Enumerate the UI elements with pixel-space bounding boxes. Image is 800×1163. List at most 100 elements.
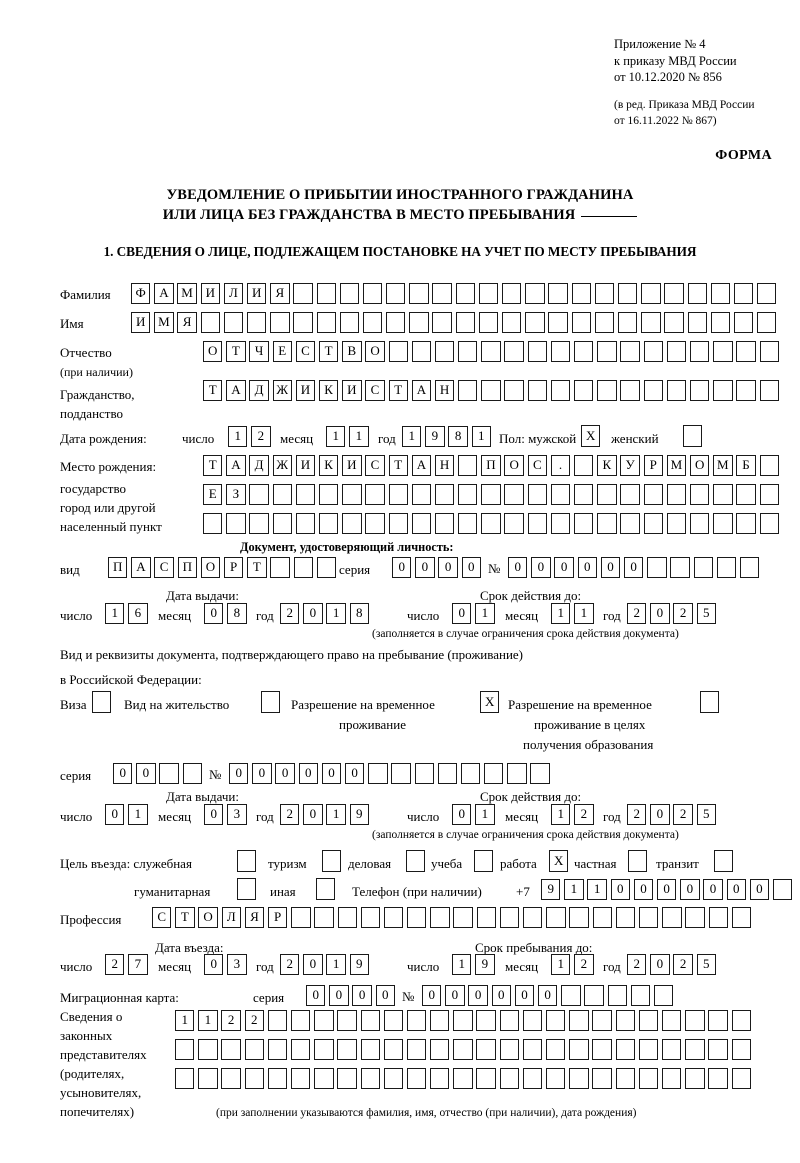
char-cell[interactable]	[757, 312, 777, 333]
char-cell[interactable]: О	[198, 907, 218, 928]
char-cell[interactable]: Н	[434, 455, 455, 476]
char-cell[interactable]	[638, 1010, 659, 1031]
checkbox-sex-male[interactable]: X	[581, 425, 601, 447]
char-cell[interactable]	[546, 1039, 566, 1060]
char-cell[interactable]	[527, 484, 548, 505]
char-cell[interactable]	[638, 1068, 659, 1089]
char-cell[interactable]	[411, 513, 432, 534]
char-cell[interactable]	[522, 1068, 543, 1089]
char-cell[interactable]	[638, 907, 659, 928]
char-cell[interactable]: 0	[344, 763, 365, 784]
char-cell[interactable]: 2	[627, 603, 647, 624]
char-cell[interactable]	[502, 283, 522, 304]
char-cell[interactable]: А	[411, 380, 432, 401]
char-cell[interactable]: И	[342, 455, 362, 476]
char-cell[interactable]: 0	[392, 557, 412, 578]
char-cell[interactable]: Д	[249, 455, 269, 476]
char-cell[interactable]	[504, 484, 524, 505]
char-cell[interactable]	[615, 1068, 635, 1089]
char-cell[interactable]	[687, 283, 707, 304]
char-cell[interactable]	[293, 283, 313, 304]
char-cell[interactable]	[685, 1039, 705, 1060]
char-cell[interactable]	[661, 1068, 682, 1089]
checkbox-purpose-private[interactable]	[628, 850, 648, 872]
char-cell[interactable]	[198, 1068, 218, 1089]
char-cell[interactable]: 0	[204, 954, 224, 975]
char-cell[interactable]: 2	[673, 603, 693, 624]
char-cell[interactable]	[249, 513, 269, 534]
char-cell[interactable]	[226, 513, 246, 534]
char-cell[interactable]	[476, 1068, 496, 1089]
char-cell[interactable]	[360, 1068, 380, 1089]
char-cell[interactable]: 0	[656, 879, 677, 900]
char-cell[interactable]	[620, 341, 640, 362]
char-cell[interactable]	[561, 985, 581, 1006]
char-cell[interactable]	[360, 1010, 380, 1031]
char-cell[interactable]	[522, 1039, 543, 1060]
checkbox-residence-permit[interactable]	[261, 691, 281, 713]
char-cell[interactable]: М	[713, 455, 733, 476]
char-cell[interactable]: 1	[587, 879, 607, 900]
char-cell[interactable]: К	[318, 380, 339, 401]
legal-rep-row-2-cells[interactable]	[175, 1039, 751, 1060]
char-cell[interactable]	[569, 1068, 589, 1089]
char-cell[interactable]: С	[152, 907, 172, 928]
char-cell[interactable]: 8	[448, 426, 468, 447]
char-cell[interactable]: 0	[445, 985, 465, 1006]
char-cell[interactable]: Т	[226, 341, 246, 362]
char-cell[interactable]: У	[620, 455, 640, 476]
char-cell[interactable]: 0	[577, 557, 597, 578]
char-cell[interactable]	[409, 312, 429, 333]
char-cell[interactable]	[430, 1068, 450, 1089]
char-cell[interactable]: 2	[673, 804, 693, 825]
char-cell[interactable]	[647, 557, 667, 578]
char-cell[interactable]	[499, 1039, 520, 1060]
char-cell[interactable]	[388, 341, 408, 362]
char-cell[interactable]	[272, 484, 292, 505]
char-cell[interactable]	[339, 312, 360, 333]
char-cell[interactable]	[295, 513, 316, 534]
char-cell[interactable]	[594, 312, 615, 333]
char-cell[interactable]: Б	[736, 455, 756, 476]
char-cell[interactable]	[620, 513, 640, 534]
char-cell[interactable]	[615, 1039, 635, 1060]
char-cell[interactable]	[713, 341, 733, 362]
char-cell[interactable]	[569, 1010, 589, 1031]
char-cell[interactable]	[571, 283, 591, 304]
char-cell[interactable]: 3	[227, 954, 247, 975]
checkbox-purpose-tourism[interactable]	[322, 850, 342, 872]
char-cell[interactable]	[337, 907, 357, 928]
char-cell[interactable]	[759, 380, 779, 401]
char-cell[interactable]	[757, 283, 777, 304]
char-cell[interactable]	[713, 513, 733, 534]
char-cell[interactable]	[574, 341, 594, 362]
char-cell[interactable]	[460, 763, 481, 784]
char-cell[interactable]: Л	[223, 283, 244, 304]
char-cell[interactable]: 9	[541, 879, 561, 900]
char-cell[interactable]	[597, 484, 617, 505]
char-cell[interactable]	[641, 283, 661, 304]
char-cell[interactable]: 0	[633, 879, 654, 900]
char-cell[interactable]: 0	[554, 557, 574, 578]
char-cell[interactable]	[530, 763, 550, 784]
char-cell[interactable]: 0	[136, 763, 156, 784]
char-cell[interactable]	[685, 1010, 705, 1031]
char-cell[interactable]	[411, 484, 432, 505]
char-cell[interactable]	[584, 985, 604, 1006]
char-cell[interactable]	[499, 907, 520, 928]
char-cell[interactable]	[360, 1039, 380, 1060]
char-cell[interactable]	[713, 484, 733, 505]
char-cell[interactable]	[597, 513, 617, 534]
char-cell[interactable]: А	[226, 380, 246, 401]
char-cell[interactable]	[159, 763, 179, 784]
char-cell[interactable]	[716, 557, 737, 578]
char-cell[interactable]	[182, 763, 202, 784]
char-cell[interactable]	[314, 1010, 334, 1031]
